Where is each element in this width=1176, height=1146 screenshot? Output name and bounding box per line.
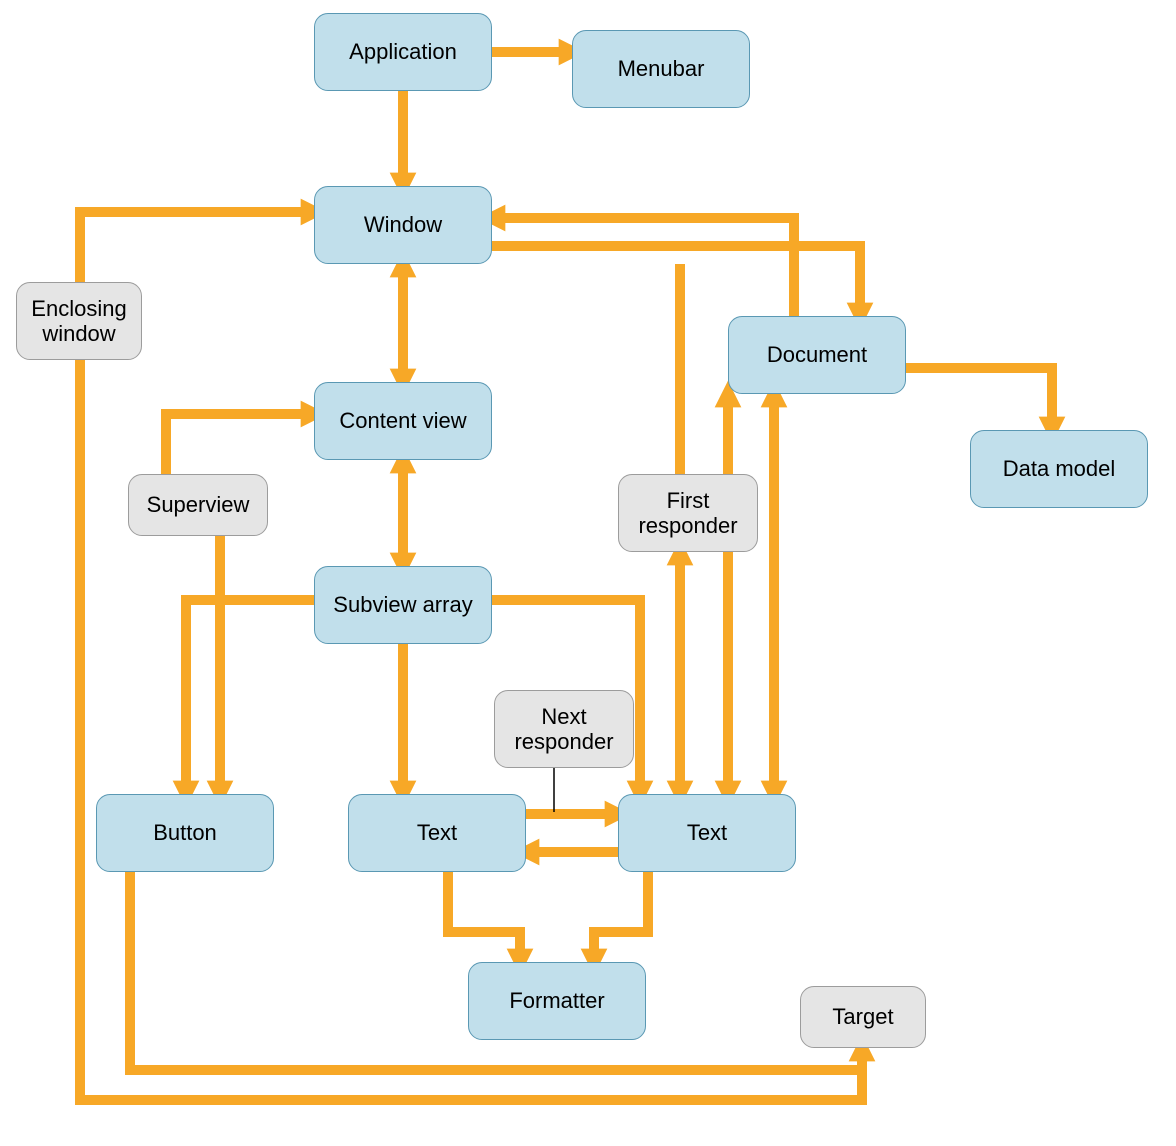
node-first_responder: First responder (618, 474, 758, 552)
node-content_view: Content view (314, 382, 492, 460)
node-label-menubar: Menubar (618, 56, 705, 81)
node-button: Button (96, 794, 274, 872)
edge-6 (166, 414, 314, 474)
node-application: Application (314, 13, 492, 91)
node-label-content_view: Content view (339, 408, 466, 433)
diagram-canvas: Application Menubar Window Enclosing window… (0, 0, 1176, 1146)
node-subview_array: Subview array (314, 566, 492, 644)
node-target: Target (800, 986, 926, 1048)
edge-4 (492, 246, 860, 316)
node-label-text2: Text (687, 820, 727, 845)
node-label-first_responder: First responder (627, 488, 749, 539)
node-label-subview_array: Subview array (333, 592, 472, 617)
edge-19 (594, 872, 648, 962)
node-label-button: Button (153, 820, 217, 845)
node-enclosing_window: Enclosing window (16, 282, 142, 360)
node-label-window: Window (364, 212, 442, 237)
edge-2 (80, 212, 314, 282)
node-text2: Text (618, 794, 796, 872)
node-window: Window (314, 186, 492, 264)
edge-7 (906, 368, 1052, 430)
node-text1: Text (348, 794, 526, 872)
node-label-next_responder: Next responder (503, 704, 625, 755)
node-label-data_model: Data model (1003, 456, 1116, 481)
node-label-text1: Text (417, 820, 457, 845)
node-label-target: Target (832, 1004, 893, 1029)
node-label-application: Application (349, 39, 457, 64)
node-data_model: Data model (970, 430, 1148, 508)
edge-3 (492, 218, 794, 316)
edge-18 (448, 872, 520, 962)
node-label-document: Document (767, 342, 867, 367)
edge-11 (186, 600, 314, 794)
node-menubar: Menubar (572, 30, 750, 108)
node-next_responder: Next responder (494, 690, 634, 768)
node-superview: Superview (128, 474, 268, 536)
node-label-formatter: Formatter (509, 988, 604, 1013)
node-formatter: Formatter (468, 962, 646, 1040)
node-label-superview: Superview (147, 492, 250, 517)
node-document: Document (728, 316, 906, 394)
node-label-enclosing_window: Enclosing window (25, 296, 133, 347)
